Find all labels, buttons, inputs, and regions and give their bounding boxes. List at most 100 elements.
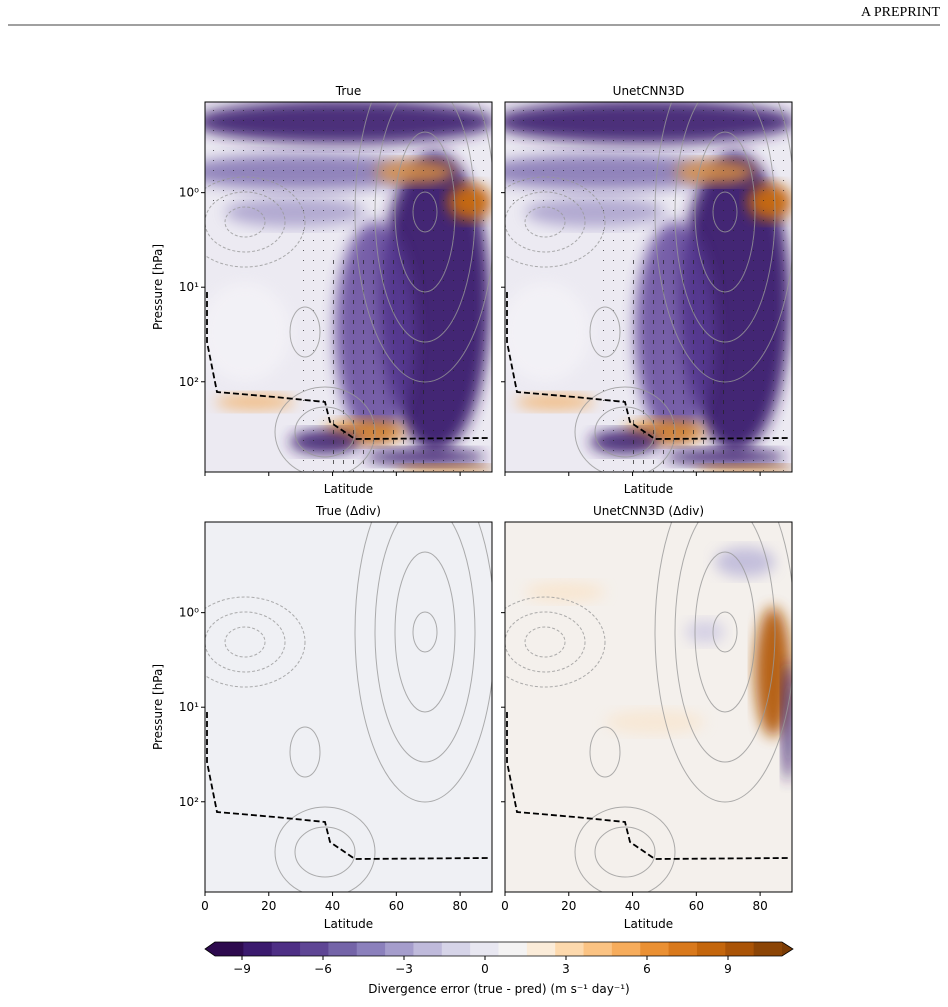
contour [205,611,286,673]
vector-dot [663,420,664,424]
vector-dot [263,110,264,111]
vector-dot [323,310,324,311]
vector-dot [473,280,474,281]
vector-dot [483,190,484,191]
vector-dot [723,270,724,274]
vector-dot [463,240,464,241]
vector-dot [613,180,614,181]
vector-dot [453,350,454,351]
vector-dot [783,160,784,161]
vector-dot [663,310,664,314]
field-patch [525,197,665,227]
vector-dot [643,390,644,394]
vector-dot [363,160,364,161]
vector-dot [483,390,484,391]
vector-dot [653,210,654,211]
vector-dot [313,240,314,241]
vector-dot [683,450,684,454]
vector-dot [443,160,444,161]
vector-dot [603,310,604,311]
vector-dot [473,310,474,311]
vector-dot [763,180,764,181]
vector-dot [373,310,374,314]
vector-dot [383,360,384,364]
vector-dot [583,130,584,131]
vector-dot [543,170,544,171]
vector-dot [333,460,334,464]
vector-dot [673,310,674,314]
vector-dot [343,190,344,191]
vector-dot [633,130,634,131]
vector-dot [373,250,374,251]
vector-dot [463,430,464,431]
vector-dot [423,280,424,284]
vector-dot [423,250,424,251]
vector-dot [643,170,644,171]
vector-dot [723,300,724,304]
vector-dot [273,140,274,141]
vector-dot [343,370,344,374]
vector-dot [603,330,604,331]
vector-dot [673,380,674,384]
vector-dot [303,360,304,361]
vector-dot [343,320,344,324]
vector-dot [633,260,634,264]
vector-dot [313,390,314,391]
vector-dot [303,130,304,131]
vector-dot [443,350,444,351]
vector-dot [633,210,634,211]
vector-dot [383,130,384,131]
colorbar-segment [300,942,329,956]
vector-dot [443,230,444,231]
vector-dot [373,110,374,111]
vector-dot [643,280,644,284]
vector-dot [383,320,384,324]
vector-dot [453,270,454,271]
vector-dot [613,130,614,131]
vector-dot [723,180,724,181]
vector-dot [353,440,354,444]
vector-dot [713,200,714,201]
vector-dot [453,140,454,141]
vector-dot [343,160,344,161]
vector-dot [443,150,444,151]
vector-dot [713,420,714,424]
vector-dot [433,120,434,121]
vector-dot [733,320,734,321]
vector-dot [463,460,464,461]
vector-dot [463,150,464,151]
vector-dot [643,150,644,151]
vector-dot [483,330,484,331]
vector-dot [743,130,744,131]
colorbar-segment [696,942,726,956]
vector-dot [383,330,384,334]
panel-title: True (Δdiv) [315,504,381,518]
vector-dot [713,430,714,434]
vector-dot [393,160,394,161]
vector-dot [263,120,264,121]
vector-dot [713,150,714,151]
vector-dot [673,210,674,211]
vector-dot [563,190,564,191]
vector-dot [643,200,644,201]
vector-dot [733,280,734,281]
vector-dot [343,350,344,354]
colorbar-segment [583,942,613,956]
colorbar-segment [611,942,641,956]
vector-dot [623,190,624,191]
vector-dot [643,330,644,334]
vector-dot [643,460,644,464]
vector-dot [423,370,424,374]
vector-dot [783,400,784,401]
vector-dot [743,330,744,331]
vector-dot [693,400,694,404]
vector-dot [323,200,324,201]
vector-dot [633,470,634,472]
vector-dot [633,430,634,434]
vector-dot [373,220,374,221]
vector-dot [683,360,684,364]
vector-dot [373,330,374,334]
vector-dot [723,190,724,191]
vector-dot [333,340,334,344]
vector-dot [703,360,704,364]
